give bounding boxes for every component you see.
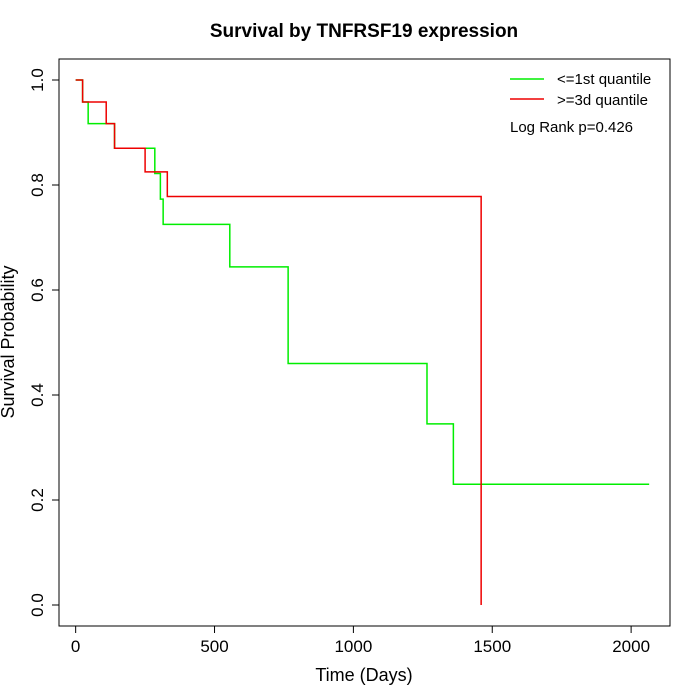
series-layer xyxy=(75,79,650,605)
legend-label-high: >=3d quantile xyxy=(557,92,648,109)
plot-frame xyxy=(58,58,671,627)
log-rank-annotation: Log Rank p=0.426 xyxy=(510,119,633,136)
y-tick-label: 0.2 xyxy=(28,488,47,512)
legend: <=1st quantile >=3d quantile xyxy=(510,71,651,109)
x-tick-label: 1500 xyxy=(473,637,511,656)
y-tick-label: 1.0 xyxy=(28,68,47,92)
x-axis: 0 500 1000 1500 2000 xyxy=(71,625,650,656)
x-tick-label: 500 xyxy=(200,637,228,656)
y-tick-label: 0.8 xyxy=(28,173,47,197)
y-axis-label: Survival Probability xyxy=(0,265,18,418)
x-tick-label: 0 xyxy=(71,637,80,656)
x-axis-label: Time (Days) xyxy=(315,665,412,685)
y-tick-label: 0.0 xyxy=(28,593,47,617)
series-line-low-quantile xyxy=(75,79,650,485)
legend-label-low: <=1st quantile xyxy=(557,71,651,88)
y-tick-label: 0.4 xyxy=(28,383,47,407)
series-line-high-quantile xyxy=(75,79,482,605)
x-tick-label: 2000 xyxy=(612,637,650,656)
y-axis: 0.0 0.2 0.4 0.6 0.8 1.0 xyxy=(28,68,60,617)
x-tick-label: 1000 xyxy=(334,637,372,656)
y-tick-label: 0.6 xyxy=(28,278,47,302)
chart-title: Survival by TNFRSF19 expression xyxy=(210,21,518,42)
